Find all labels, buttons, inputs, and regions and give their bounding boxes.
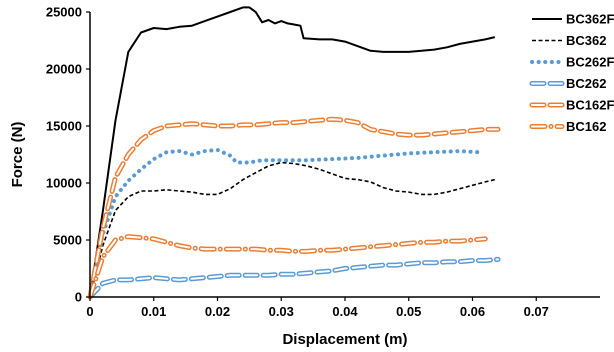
x-tick-label: 0.07 [524, 304, 549, 319]
legend-label: BC262F [566, 55, 614, 70]
series-line-bc262f [88, 147, 481, 299]
series-bc162f [87, 116, 501, 300]
series-line-bc262 [87, 256, 501, 300]
legend-item-bc162: BC162 [529, 119, 606, 134]
x-ticks: 0 0.01 0.02 0.03 0.04 0.05 0.06 0.07 [86, 297, 549, 319]
series-bc362f [89, 6, 496, 298]
x-tick-label: 0.03 [269, 304, 294, 319]
series-line-bc162f [89, 118, 499, 298]
y-tick-label: 20000 [46, 62, 82, 77]
legend-label: BC162 [566, 119, 606, 134]
legend-item-bc262: BC262 [529, 76, 606, 91]
y-tick-label: 25000 [46, 5, 82, 20]
x-tick-label: 0.06 [460, 304, 485, 319]
y-ticks: 0 5000 10000 15000 20000 25000 [46, 5, 90, 305]
legend-item-bc262f: BC262F [530, 55, 614, 70]
legend: BC362F BC362 BC262F BC262 BC162F BC162 [529, 12, 614, 134]
axes: 0 0.01 0.02 0.03 0.04 0.05 0.06 0.07 0 5000 10000… [46, 5, 600, 319]
legend-item-bc162f: BC162F [529, 98, 614, 113]
y-axis-title: Force (N) [9, 122, 26, 188]
x-tick-label: 0.01 [141, 304, 166, 319]
x-tick-label: 0.04 [332, 304, 358, 319]
legend-label: BC262 [566, 76, 606, 91]
series-line-bc362f [89, 6, 496, 298]
legend-item-bc362f: BC362F [532, 12, 614, 27]
series-line-bc162 [89, 235, 487, 298]
legend-item-bc362: BC362 [532, 33, 606, 48]
legend-label: BC162F [566, 98, 614, 113]
y-tick-label: 5000 [53, 233, 82, 248]
x-axis-title: Displacement (m) [282, 331, 407, 348]
series-layer [87, 6, 501, 300]
legend-label: BC362F [566, 12, 614, 27]
y-tick-label: 15000 [46, 119, 82, 134]
x-tick-label: 0 [86, 304, 93, 319]
series-bc362 [89, 161, 495, 298]
series-line-bc362 [89, 161, 495, 298]
series-bc162 [87, 234, 488, 300]
y-tick-label: 0 [75, 290, 82, 305]
x-tick-label: 0.05 [396, 304, 421, 319]
series-bc262f [88, 147, 481, 299]
series-line-bc262 [89, 258, 499, 298]
legend-label: BC362 [566, 33, 606, 48]
y-tick-label: 10000 [46, 176, 82, 191]
x-tick-label: 0.02 [205, 304, 230, 319]
series-line-bc162 [87, 234, 488, 300]
series-bc262 [87, 256, 501, 300]
series-line-bc162f [87, 116, 501, 300]
